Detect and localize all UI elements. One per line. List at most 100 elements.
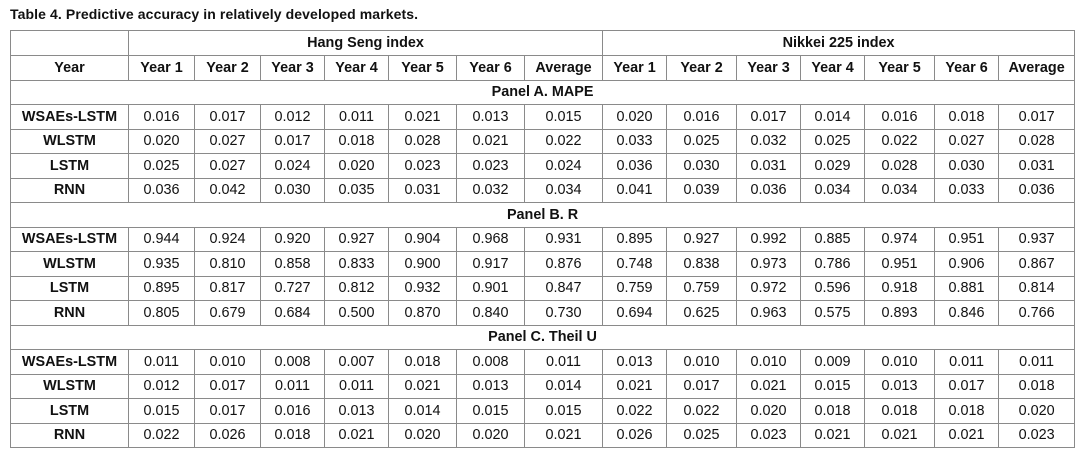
value-cell: 0.027: [934, 128, 1000, 154]
group-header-nikkei: Nikkei 225 index: [602, 30, 1076, 56]
value-cell: 0.023: [388, 153, 457, 179]
value-cell: 0.018: [800, 398, 866, 424]
model-name-cell: WLSTM: [10, 128, 129, 154]
value-cell: 0.024: [260, 153, 325, 179]
value-cell: 0.727: [260, 275, 325, 301]
value-cell: 0.021: [800, 422, 866, 448]
value-cell: 0.035: [324, 177, 389, 203]
model-name-cell: WLSTM: [10, 373, 129, 399]
value-cell: 0.025: [128, 153, 195, 179]
value-cell: 0.847: [523, 275, 604, 301]
value-cell: 0.008: [456, 349, 525, 375]
year-header: Year: [10, 55, 129, 81]
value-cell: 0.039: [666, 177, 738, 203]
panel-header-row: Panel C. Theil U: [9, 324, 1076, 350]
value-cell: 0.018: [934, 104, 1000, 130]
value-cell: 0.030: [666, 153, 738, 179]
value-cell: 0.028: [388, 128, 457, 154]
value-cell: 0.015: [456, 398, 525, 424]
value-cell: 0.931: [523, 226, 604, 252]
value-cell: 0.011: [324, 104, 389, 130]
value-cell: 0.968: [456, 226, 525, 252]
value-cell: 0.963: [736, 300, 802, 326]
value-cell: 0.575: [800, 300, 866, 326]
value-cell: 0.011: [934, 349, 1000, 375]
column-header: Year 4: [324, 55, 389, 81]
panel-label: Panel A. MAPE: [9, 79, 1076, 105]
value-cell: 0.018: [934, 398, 1000, 424]
value-cell: 0.033: [602, 128, 668, 154]
value-cell: 0.992: [736, 226, 802, 252]
value-cell: 0.013: [456, 373, 525, 399]
value-cell: 0.814: [998, 275, 1076, 301]
model-name-cell: WSAEs-LSTM: [10, 104, 129, 130]
value-cell: 0.759: [602, 275, 668, 301]
value-cell: 0.906: [934, 251, 1000, 277]
column-header: Year 1: [128, 55, 195, 81]
model-name-cell: LSTM: [10, 275, 129, 301]
value-cell: 0.020: [456, 422, 525, 448]
value-cell: 0.846: [934, 300, 1000, 326]
value-cell: 0.900: [388, 251, 457, 277]
value-cell: 0.895: [602, 226, 668, 252]
value-cell: 0.034: [864, 177, 936, 203]
value-cell: 0.011: [998, 349, 1076, 375]
value-cell: 0.018: [864, 398, 936, 424]
table-body: Panel A. MAPE WSAEs-LSTM 0.016 0.017 0.012 0.…: [9, 79, 1076, 448]
accuracy-table: Hang Seng index Nikkei 225 index Year Ye…: [9, 30, 1076, 448]
model-name-cell: WSAEs-LSTM: [10, 226, 129, 252]
value-cell: 0.951: [934, 226, 1000, 252]
value-cell: 0.730: [523, 300, 604, 326]
value-cell: 0.022: [602, 398, 668, 424]
value-cell: 0.010: [194, 349, 261, 375]
value-cell: 0.042: [194, 177, 261, 203]
table-row: LSTM 0.015 0.017 0.016 0.013 0.014 0.015 0.015 0…: [10, 398, 1076, 424]
value-cell: 0.021: [736, 373, 802, 399]
value-cell: 0.021: [388, 104, 457, 130]
table-row: LSTM 0.895 0.817 0.727 0.812 0.932 0.901 0.847 0…: [10, 275, 1076, 301]
value-cell: 0.013: [324, 398, 389, 424]
value-cell: 0.017: [260, 128, 325, 154]
value-cell: 0.016: [864, 104, 936, 130]
column-header: Year 3: [736, 55, 802, 81]
value-cell: 0.009: [800, 349, 866, 375]
value-cell: 0.015: [523, 104, 604, 130]
value-cell: 0.021: [934, 422, 1000, 448]
value-cell: 0.022: [864, 128, 936, 154]
value-cell: 0.008: [260, 349, 325, 375]
table-row: RNN 0.036 0.042 0.030 0.035 0.031 0.032 0.034 0.…: [10, 177, 1076, 203]
value-cell: 0.924: [194, 226, 261, 252]
value-cell: 0.972: [736, 275, 802, 301]
value-cell: 0.011: [260, 373, 325, 399]
value-cell: 0.748: [602, 251, 668, 277]
value-cell: 0.014: [523, 373, 604, 399]
value-cell: 0.013: [456, 104, 525, 130]
column-header: Year 3: [260, 55, 325, 81]
value-cell: 0.007: [324, 349, 389, 375]
value-cell: 0.018: [998, 373, 1076, 399]
value-cell: 0.893: [864, 300, 936, 326]
panel-label: Panel C. Theil U: [9, 324, 1076, 350]
value-cell: 0.010: [864, 349, 936, 375]
value-cell: 0.920: [260, 226, 325, 252]
value-cell: 0.885: [800, 226, 866, 252]
model-name-cell: RNN: [10, 422, 129, 448]
column-header: Average: [998, 55, 1076, 81]
value-cell: 0.838: [666, 251, 738, 277]
value-cell: 0.927: [324, 226, 389, 252]
table-row: LSTM 0.025 0.027 0.024 0.020 0.023 0.023 0.024 0…: [10, 153, 1076, 179]
value-cell: 0.017: [194, 398, 261, 424]
value-cell: 0.021: [456, 128, 525, 154]
value-cell: 0.028: [998, 128, 1076, 154]
value-cell: 0.017: [934, 373, 1000, 399]
value-cell: 0.020: [324, 153, 389, 179]
value-cell: 0.018: [388, 349, 457, 375]
column-header: Average: [523, 55, 604, 81]
value-cell: 0.022: [523, 128, 604, 154]
column-header: Year 5: [864, 55, 936, 81]
column-header: Year 2: [666, 55, 738, 81]
value-cell: 0.016: [666, 104, 738, 130]
model-name-cell: WLSTM: [10, 251, 129, 277]
value-cell: 0.013: [864, 373, 936, 399]
